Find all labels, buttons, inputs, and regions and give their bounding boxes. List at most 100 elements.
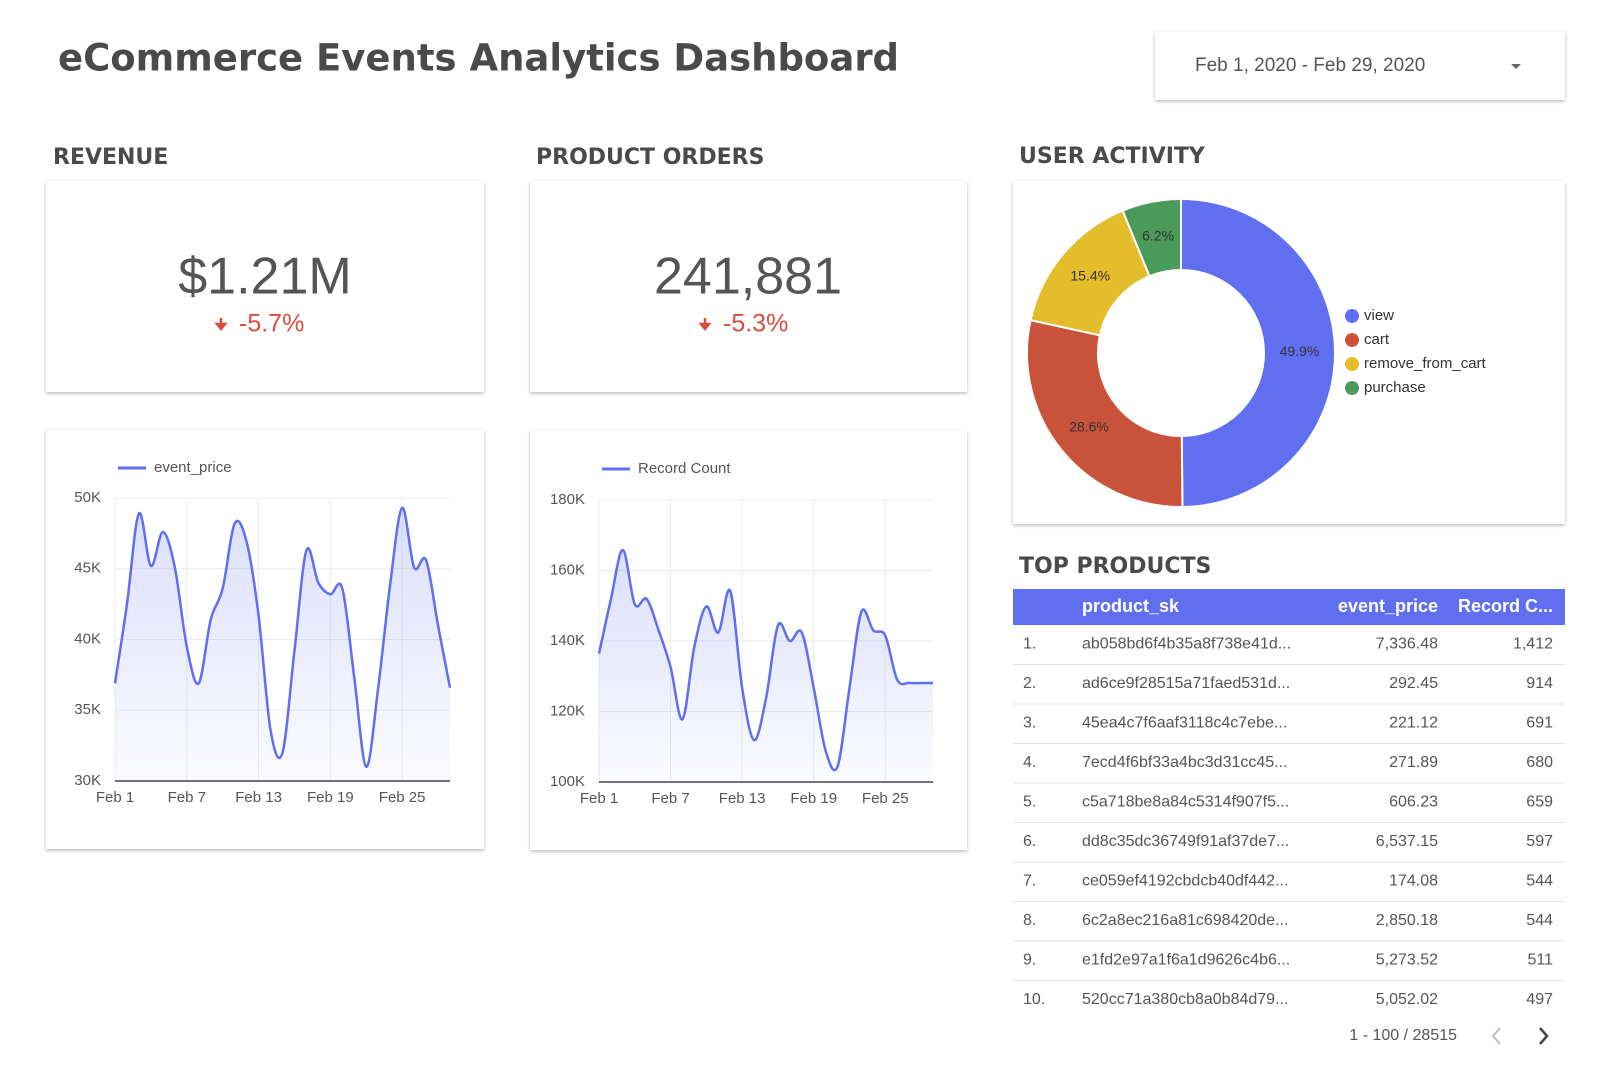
pagination-text: 1 - 100 / 28515 [1349, 1027, 1457, 1044]
table-cell: 221.12 [1389, 715, 1438, 732]
section-title: TOP PRODUCTS [1019, 554, 1211, 579]
slice-label: 15.4% [1070, 268, 1110, 284]
top-products-table: product_sk event_price Record C... 1. ab058b… [1013, 589, 1565, 1008]
dropdown-caret[interactable] [1511, 64, 1521, 69]
table-cell: 7ecd4f6bf33a4bc3d31cc45... [1082, 754, 1288, 771]
y-tick-label: 160K [550, 561, 585, 578]
y-tick-label: 100K [550, 773, 585, 790]
table-cell: 544 [1526, 912, 1553, 929]
down-arrow-icon [698, 318, 712, 332]
y-tick-label: 30K [74, 772, 101, 789]
scorecard-value: $1.21M [178, 248, 351, 306]
table-cell: 45ea4c7f6aaf3118c4c7ebe... [1082, 715, 1287, 732]
y-tick-label: 120K [550, 702, 585, 719]
table-cell: 606.23 [1389, 794, 1438, 811]
legend-label: Record Count [638, 460, 731, 477]
x-tick-label: Feb 25 [862, 790, 909, 807]
table-cell: 497 [1526, 991, 1553, 1008]
date-range-box[interactable] [1155, 32, 1565, 100]
table-cell: ad6ce9f28515a71faed531d... [1082, 675, 1290, 692]
table-cell: 6. [1023, 833, 1036, 850]
column-header: product_sk [1082, 596, 1180, 616]
legend-label: remove_from_cart [1364, 355, 1487, 372]
table-cell: 5,273.52 [1376, 952, 1438, 969]
line [597, 548, 933, 772]
legend-label: cart [1364, 331, 1390, 348]
y-tick-label: 180K [550, 491, 585, 508]
table-cell: 511 [1527, 952, 1553, 969]
legend-swatch [1345, 357, 1359, 371]
legend-swatch [1345, 309, 1359, 323]
date-range-picker[interactable]: Feb 1, 2020 - Feb 29, 2020 [1155, 32, 1565, 100]
next-page-button[interactable] [1539, 1027, 1549, 1045]
down-arrow-icon [214, 318, 228, 332]
y-tick-label: 50K [74, 489, 101, 506]
table-cell: 5. [1023, 794, 1036, 811]
date-range-text[interactable]: Feb 1, 2020 - Feb 29, 2020 [1195, 55, 1425, 76]
section-title: PRODUCT ORDERS [536, 145, 764, 170]
table-cell: 3. [1023, 715, 1036, 732]
y-tick-label: 40K [74, 630, 101, 647]
scorecard-change: -5.3% [723, 310, 788, 338]
table-cell: e1fd2e97a1f6a1d9626c4b6... [1082, 952, 1290, 969]
table-cell: 174.08 [1389, 873, 1438, 890]
slice-label: 49.9% [1280, 343, 1320, 359]
y-tick-label: 45K [74, 560, 101, 577]
pie-slice [1180, 197, 1336, 509]
table-cell: 5,052.02 [1376, 991, 1438, 1008]
column-header: Record C... [1458, 596, 1553, 616]
table-cell: 520cc71a380cb8a0b84d79... [1082, 991, 1288, 1008]
table-cell: 1,412 [1513, 636, 1553, 653]
line [113, 506, 452, 769]
area [599, 550, 933, 782]
legend-swatch [1345, 333, 1359, 347]
pie-slice [1121, 197, 1182, 278]
table-cell: 9. [1023, 952, 1036, 969]
table-cell: 544 [1526, 873, 1553, 890]
table-cell: 691 [1526, 715, 1553, 732]
y-tick-label: 35K [74, 701, 101, 718]
x-tick-label: Feb 19 [790, 790, 837, 807]
section-title: REVENUE [53, 145, 168, 170]
slice-label: 28.6% [1069, 418, 1109, 434]
x-tick-label: Feb 7 [168, 789, 206, 806]
x-tick-label: Feb 1 [96, 789, 134, 806]
table-cell: 292.45 [1389, 675, 1438, 692]
y-tick-label: 140K [550, 632, 585, 649]
x-tick-label: Feb 13 [235, 789, 282, 806]
legend-label: event_price [154, 459, 232, 476]
table-cell: 680 [1526, 754, 1553, 771]
scorecard-value: 241,881 [654, 248, 842, 306]
legend-label: purchase [1364, 379, 1426, 396]
table-cell: dd8c35dc36749f91af37de7... [1082, 833, 1289, 850]
scorecard-change: -5.7% [239, 310, 304, 338]
x-tick-label: Feb 13 [719, 790, 766, 807]
table-cell: 7. [1023, 873, 1036, 890]
scorecard [530, 181, 967, 392]
legend-swatch [1345, 381, 1359, 395]
section-title: USER ACTIVITY [1019, 144, 1206, 169]
pie-slice [1026, 318, 1184, 508]
table-cell: ce059ef4192cbdcb40df442... [1082, 873, 1288, 890]
x-tick-label: Feb 7 [651, 790, 689, 807]
legend-label: view [1364, 307, 1394, 324]
table-cell: c5a718be8a84c5314f907f5... [1082, 794, 1289, 811]
table-header [1013, 589, 1565, 625]
page-title: eCommerce Events Analytics Dashboard [58, 37, 899, 80]
area [115, 507, 450, 781]
table-cell: 10. [1023, 991, 1045, 1008]
table-cell: 1. [1023, 636, 1036, 653]
table-cell: 6c2a8ec216a81c698420de... [1082, 912, 1288, 929]
previous-page-button[interactable] [1491, 1027, 1501, 1045]
x-tick-label: Feb 1 [580, 790, 618, 807]
scorecard [46, 181, 484, 392]
table-cell: 8. [1023, 912, 1036, 929]
column-header: event_price [1338, 596, 1438, 616]
table-cell: 2. [1023, 675, 1036, 692]
table-cell: 597 [1526, 833, 1553, 850]
table-cell: 914 [1526, 675, 1553, 692]
slice-label: 6.2% [1142, 227, 1174, 243]
table-cell: 659 [1526, 794, 1553, 811]
x-tick-label: Feb 19 [307, 789, 354, 806]
